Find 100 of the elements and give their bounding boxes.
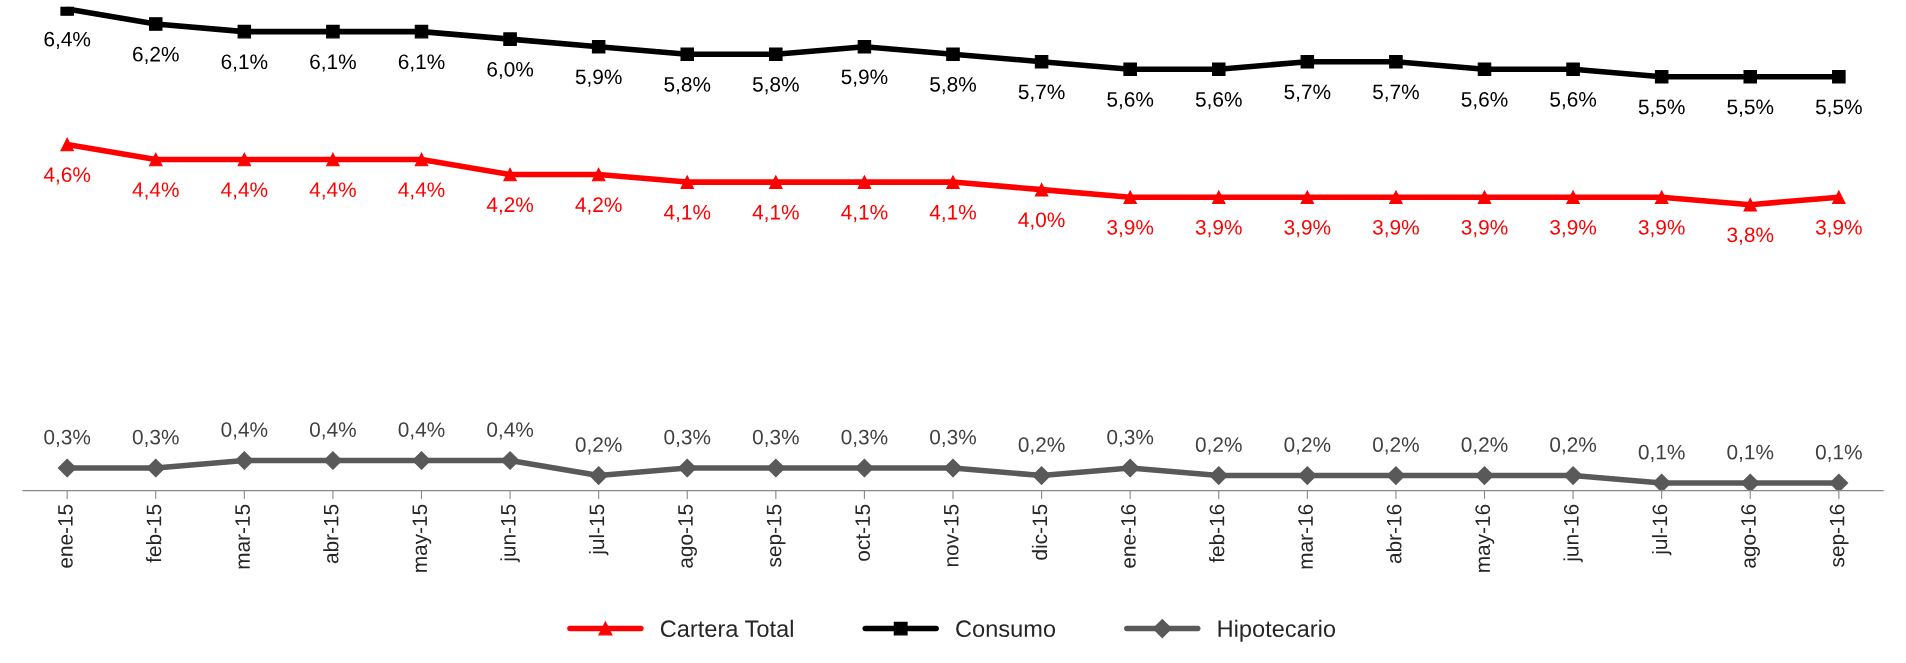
data-label: 0,3% <box>664 429 711 447</box>
point <box>1300 190 1315 204</box>
data-label: 4,0% <box>1018 212 1065 230</box>
data-label: 0,3% <box>132 429 179 447</box>
point <box>769 47 783 61</box>
data-label: 6,0% <box>487 61 534 80</box>
point <box>1120 458 1140 478</box>
data-label: 0,4% <box>487 422 534 440</box>
data-label: 5,6% <box>1195 92 1242 110</box>
data-label: 3,9% <box>1638 219 1685 238</box>
point <box>323 451 343 470</box>
point <box>855 458 874 478</box>
point <box>680 175 695 189</box>
point <box>1475 466 1494 485</box>
x-tick-label: nov-15 <box>944 504 959 567</box>
point <box>946 47 960 61</box>
data-label: 5,5% <box>1815 99 1862 117</box>
point <box>326 24 340 39</box>
data-label: 0,2% <box>575 437 622 455</box>
data-label: 0,2% <box>1018 437 1065 455</box>
point <box>57 458 77 478</box>
point <box>1034 182 1049 197</box>
point <box>1743 69 1758 84</box>
point <box>946 175 960 189</box>
data-label: 0,4% <box>309 422 356 440</box>
point <box>1829 473 1849 491</box>
data-label: 0,2% <box>1284 437 1331 455</box>
point <box>1566 62 1580 77</box>
point <box>766 458 786 478</box>
point <box>1034 54 1049 69</box>
point <box>589 466 609 485</box>
data-label: 4,4% <box>221 182 268 200</box>
data-label: 5,6% <box>1550 92 1597 110</box>
data-label: 0,3% <box>44 429 91 447</box>
x-tick-label: may-15 <box>412 504 432 572</box>
point <box>1743 197 1758 212</box>
data-label: 5,6% <box>1107 92 1154 110</box>
point <box>1832 190 1846 204</box>
data-label: 5,7% <box>1373 84 1419 102</box>
data-label: 4,1% <box>752 204 799 223</box>
legend-label: Consumo <box>956 620 1056 638</box>
data-label: 0,3% <box>1107 429 1154 447</box>
data-label: 6,1% <box>398 54 445 72</box>
point <box>1389 54 1403 69</box>
x-tick-label: ene-16 <box>1121 504 1136 568</box>
data-label: 3,8% <box>1727 227 1774 245</box>
data-label: 4,4% <box>309 182 356 200</box>
data-label: 5,7% <box>1018 84 1065 102</box>
point <box>1211 62 1226 77</box>
point <box>943 458 963 478</box>
point <box>857 175 872 189</box>
point <box>503 167 517 182</box>
data-label: 0,3% <box>841 429 888 447</box>
x-tick-label: jun-16 <box>1563 504 1583 563</box>
data-label: 4,4% <box>398 182 445 200</box>
point <box>1652 473 1672 491</box>
data-label: 3,9% <box>1550 219 1597 238</box>
data-label: 5,5% <box>1727 99 1774 117</box>
data-label: 3,9% <box>1107 219 1154 238</box>
point <box>1832 69 1846 84</box>
point <box>1477 62 1492 77</box>
data-label: 6,1% <box>221 54 268 72</box>
x-tick-label: abr-16 <box>1386 504 1402 564</box>
point <box>677 458 697 478</box>
legend-label: Hipotecario <box>1218 619 1336 642</box>
data-label: 5,6% <box>1461 92 1508 110</box>
point <box>1389 190 1403 204</box>
data-label: 3,9% <box>1195 219 1242 238</box>
x-tick-label: dic-15 <box>1031 504 1048 560</box>
point <box>1297 466 1317 485</box>
x-tick-label: sep-16 <box>1829 504 1849 567</box>
data-label: 4,1% <box>663 204 711 223</box>
point <box>60 137 74 152</box>
x-tick-label: sep-15 <box>766 504 786 567</box>
data-label: 5,8% <box>930 76 976 95</box>
data-label: 3,9% <box>1372 219 1419 238</box>
point <box>1654 69 1669 84</box>
data-label: 0,1% <box>1815 444 1862 462</box>
point <box>237 24 252 39</box>
x-tick-label: feb-16 <box>1209 504 1225 563</box>
point <box>857 39 872 54</box>
data-label: 6,4% <box>44 31 91 50</box>
data-label: 0,3% <box>752 429 799 447</box>
x-tick-label: jul-15 <box>588 504 609 556</box>
data-label: 3,9% <box>1815 219 1862 238</box>
x-tick-label: ene-15 <box>58 504 73 568</box>
point <box>326 152 340 167</box>
data-label: 0,4% <box>221 422 268 440</box>
data-label: 0,3% <box>930 429 976 447</box>
x-tick-label: ago-15 <box>678 504 697 568</box>
point <box>1123 190 1137 204</box>
data-label: 0,1% <box>1638 444 1685 462</box>
data-label: 0,4% <box>398 422 445 440</box>
data-label: 5,8% <box>752 76 799 95</box>
x-tick-label: feb-15 <box>146 504 162 563</box>
point <box>234 451 254 470</box>
point <box>146 458 166 478</box>
data-label: 4,6% <box>43 167 91 185</box>
point <box>412 451 431 470</box>
point <box>500 451 520 470</box>
